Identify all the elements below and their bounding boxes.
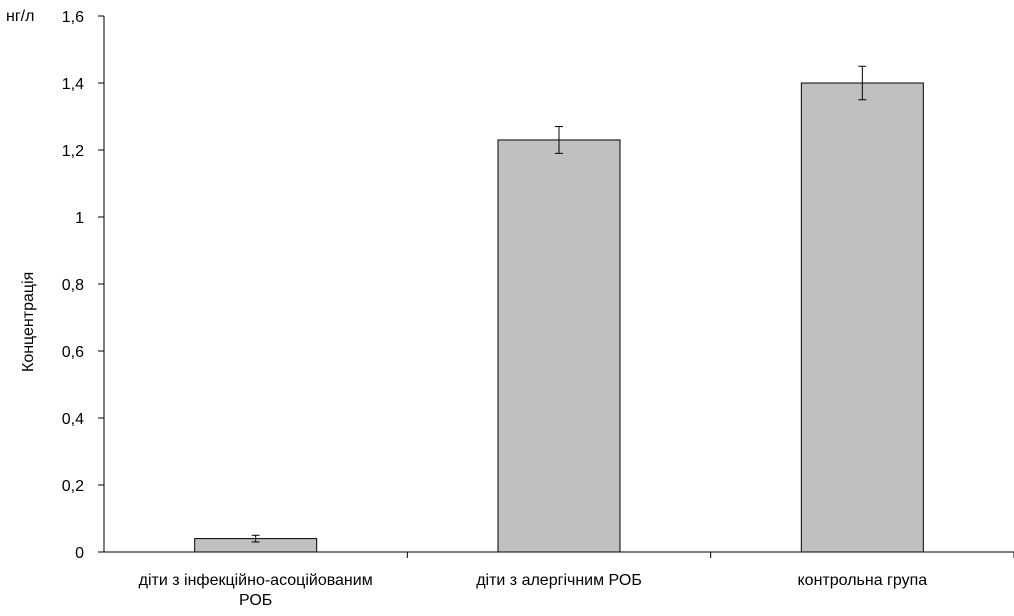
x-tick-label: РОБ	[239, 592, 272, 609]
x-tick-label: діти з інфекційно-асоційованим	[139, 572, 373, 589]
y-tick-label: 1	[75, 210, 84, 227]
y-tick-label: 0,6	[62, 344, 84, 361]
y-tick-label: 1,4	[62, 76, 84, 93]
bar	[800, 82, 924, 553]
y-tick-label: 1,2	[62, 143, 84, 160]
y-tick-label: 1,6	[62, 9, 84, 26]
x-tick-label: діти з алергічним РОБ	[476, 572, 642, 589]
y-tick-label: 0,2	[62, 478, 84, 495]
bar	[497, 139, 621, 553]
y-unit-label: нг/л	[6, 8, 35, 25]
y-tick-label: 0,4	[62, 411, 84, 428]
x-tick-label: контрольна група	[798, 572, 928, 589]
y-tick-label: 0	[75, 545, 84, 562]
y-tick-label: 0,8	[62, 277, 84, 294]
